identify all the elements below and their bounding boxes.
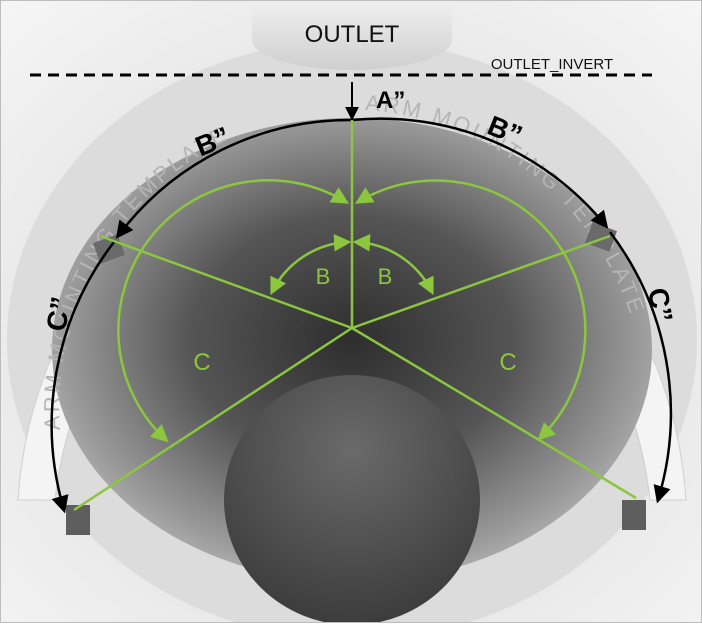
a-arc-label: A” [376, 87, 405, 114]
c-angle-arc-right [354, 179, 587, 441]
outlet-invert-label: OUTLET_INVERT [491, 56, 613, 73]
c-angle-label-left: C [193, 349, 210, 376]
bracket-lower-right [622, 500, 646, 530]
b-arc-left [115, 118, 353, 239]
c-angle-arc-left [117, 179, 349, 443]
bracket-upper-right [585, 222, 617, 252]
c-arc-right [609, 231, 673, 504]
b-arc-right [351, 117, 609, 229]
outlet-pipe [252, 0, 452, 70]
c-arc-left-label: C” [40, 294, 76, 333]
outlet-label: OUTLET [305, 21, 400, 48]
c-arc-left [50, 241, 115, 514]
b-angle-label-right: B [378, 264, 393, 289]
floor-disc [224, 375, 480, 625]
c-arc-right-label: C” [642, 285, 678, 324]
b-angle-label-left: B [316, 264, 331, 289]
bracket-lower-left [66, 505, 90, 535]
c-angle-label-right: C [499, 349, 516, 376]
